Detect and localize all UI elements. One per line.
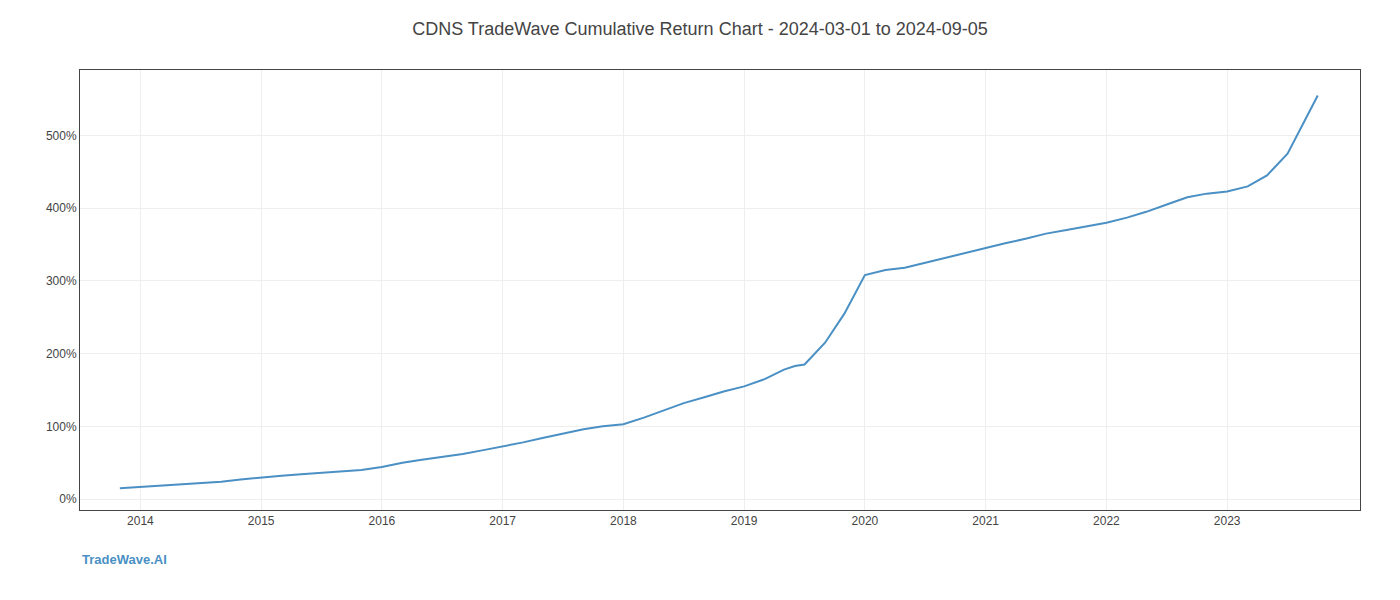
svg-text:100%: 100% — [46, 420, 77, 434]
svg-text:2016: 2016 — [369, 514, 396, 528]
svg-text:CDNS TradeWave Cumulative Retu: CDNS TradeWave Cumulative Return Chart -… — [412, 19, 988, 39]
svg-text:TradeWave.AI: TradeWave.AI — [82, 552, 167, 567]
svg-text:400%: 400% — [46, 201, 77, 215]
svg-text:2021: 2021 — [972, 514, 999, 528]
svg-text:2017: 2017 — [489, 514, 516, 528]
svg-text:500%: 500% — [46, 129, 77, 143]
svg-text:300%: 300% — [46, 274, 77, 288]
svg-text:2022: 2022 — [1093, 514, 1120, 528]
svg-text:2014: 2014 — [127, 514, 154, 528]
svg-text:200%: 200% — [46, 347, 77, 361]
svg-text:2020: 2020 — [852, 514, 879, 528]
svg-text:2015: 2015 — [248, 514, 275, 528]
svg-text:0%: 0% — [59, 492, 77, 506]
svg-text:2019: 2019 — [731, 514, 758, 528]
svg-text:2023: 2023 — [1214, 514, 1241, 528]
svg-text:2018: 2018 — [610, 514, 637, 528]
